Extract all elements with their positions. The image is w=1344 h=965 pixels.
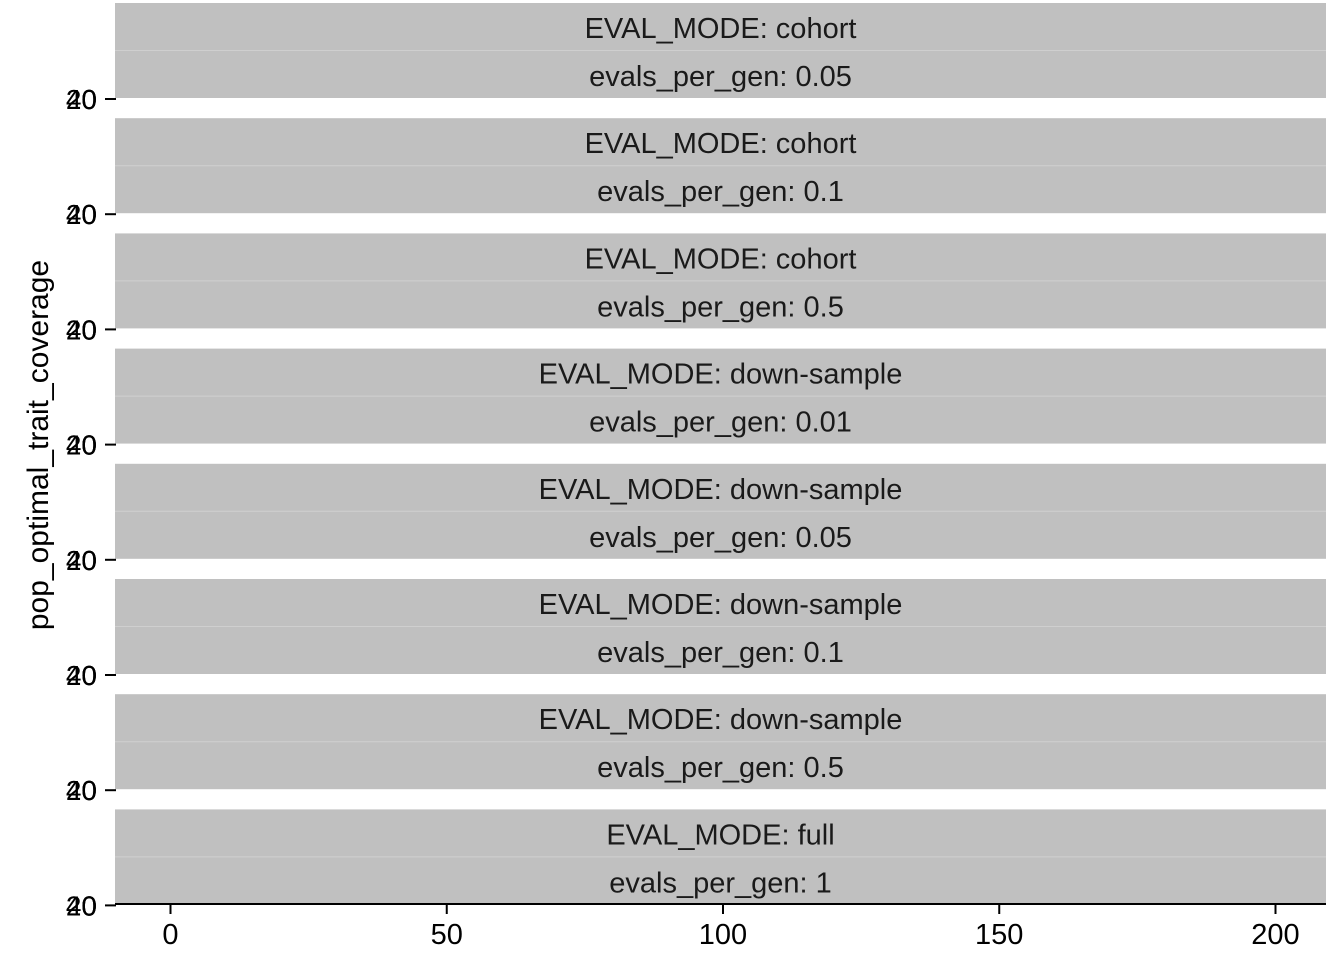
facet-label-eval-mode: EVAL_MODE: full [606, 819, 834, 851]
facet-panel: EVAL_MODE: down-sample evals_per_gen: 0.0… [66, 348, 1326, 461]
y-tick-label: 0 [81, 199, 97, 230]
facet-panel: EVAL_MODE: cohort evals_per_gen: 0.05 4020… [66, 3, 1326, 115]
y-axis-label: pop_optimal_trait_coverage [22, 260, 55, 630]
y-tick-label: 20 [66, 84, 97, 115]
facet-label-eval-mode: EVAL_MODE: down-sample [539, 359, 903, 391]
y-tick-label: 40 [66, 199, 97, 230]
x-tick-label: 100 [699, 919, 747, 951]
y-tick-label: 20 [66, 314, 97, 345]
y-tick-label: 0 [81, 660, 97, 691]
facet-label-eval-mode: EVAL_MODE: cohort [585, 128, 857, 160]
y-tick-label: 40 [66, 84, 97, 115]
y-tick-label: 0 [81, 890, 97, 921]
y-tick-label: 40 [66, 545, 97, 576]
y-tick-label: 0 [81, 545, 97, 576]
x-tick-label: 200 [1251, 919, 1299, 951]
x-axis: 0 50 100 150 200 [115, 903, 1326, 951]
x-tick-label: 0 [162, 919, 178, 951]
y-tick-label: 20 [66, 545, 97, 576]
x-tick-label: 150 [975, 919, 1023, 951]
facet-label-evals-per-gen: evals_per_gen: 1 [609, 867, 832, 899]
x-tick-label: 50 [431, 919, 463, 951]
facet-label-evals-per-gen: evals_per_gen: 0.1 [597, 637, 844, 669]
y-tick-label: 40 [66, 314, 97, 345]
facet-label-eval-mode: EVAL_MODE: down-sample [539, 704, 903, 736]
facet-label-evals-per-gen: evals_per_gen: 0.01 [589, 407, 852, 439]
facet-label-evals-per-gen: evals_per_gen: 0.5 [597, 752, 844, 784]
facet-panel: EVAL_MODE: down-sample evals_per_gen: 0.5… [66, 694, 1326, 806]
y-tick-label: 40 [66, 430, 97, 461]
y-tick-label: 40 [66, 660, 97, 691]
facet-label-eval-mode: EVAL_MODE: down-sample [539, 474, 903, 506]
y-tick-label: 20 [66, 199, 97, 230]
y-tick-label: 0 [81, 84, 97, 115]
y-tick-label: 0 [81, 314, 97, 345]
facet-label-eval-mode: EVAL_MODE: cohort [585, 243, 857, 275]
y-tick-label: 0 [81, 775, 97, 806]
facet-label-evals-per-gen: evals_per_gen: 0.05 [589, 522, 852, 554]
facet-panel: EVAL_MODE: down-sample evals_per_gen: 0.1… [66, 579, 1326, 691]
facet-label-evals-per-gen: evals_per_gen: 0.5 [597, 291, 844, 323]
y-tick-label: 0 [81, 430, 97, 461]
facet-label-evals-per-gen: evals_per_gen: 0.05 [589, 61, 852, 93]
facet-label-eval-mode: EVAL_MODE: cohort [585, 13, 857, 45]
y-tick-label: 40 [66, 890, 97, 921]
y-tick-label: 20 [66, 660, 97, 691]
y-tick-label: 20 [66, 890, 97, 921]
y-tick-label: 20 [66, 775, 97, 806]
facet-label-eval-mode: EVAL_MODE: down-sample [539, 589, 903, 621]
facet-panel: EVAL_MODE: down-sample evals_per_gen: 0.0… [66, 463, 1326, 576]
y-tick-label: 40 [66, 775, 97, 806]
y-tick-label: 20 [66, 430, 97, 461]
facet-label-evals-per-gen: evals_per_gen: 0.1 [597, 176, 844, 208]
